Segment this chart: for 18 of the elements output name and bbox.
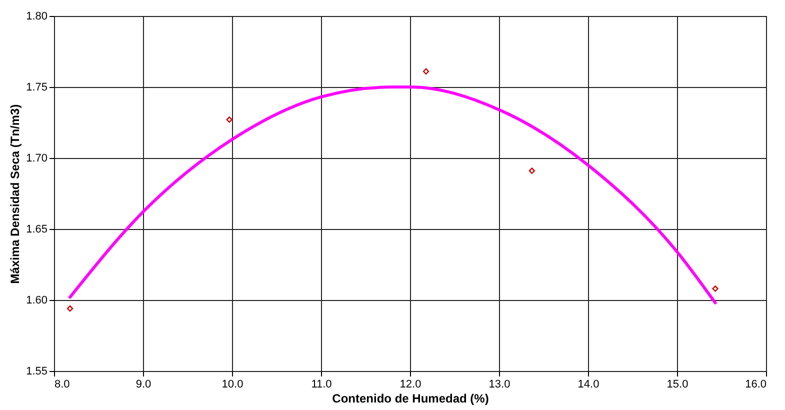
y-tick-label: 1.70 <box>26 152 48 164</box>
y-tick-label: 1.60 <box>26 294 48 306</box>
y-tick-label: 1.55 <box>26 366 48 378</box>
x-tick-label: 11.0 <box>311 378 332 390</box>
y-axis-title: Máxima Densidad Seca (Tn/m3) <box>8 104 22 284</box>
line-series <box>68 86 717 304</box>
x-tick-label: 16.0 <box>745 378 766 390</box>
x-tick-label: 13.0 <box>488 378 510 390</box>
x-tick-label: 8.0 <box>54 378 70 390</box>
x-axis-title: Contenido de Humedad (%) <box>332 392 489 406</box>
x-tick-label: 10.0 <box>222 378 244 390</box>
y-tick-label: 1.65 <box>26 224 48 236</box>
x-tick-label: 9.0 <box>136 378 152 390</box>
x-tick-label: 15.0 <box>666 378 688 390</box>
x-tick-label: 12.0 <box>400 378 422 390</box>
y-tick-label: 1.75 <box>26 82 48 94</box>
x-tick-label: 14.0 <box>578 378 600 390</box>
y-tick-label: 1.80 <box>26 10 48 22</box>
